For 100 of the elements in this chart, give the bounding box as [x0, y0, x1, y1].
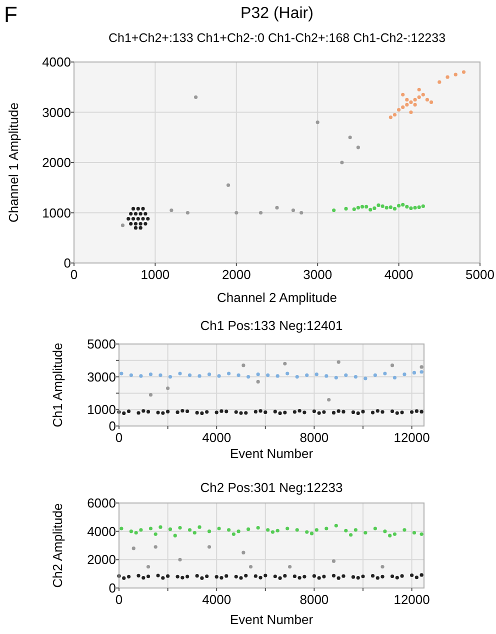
point: [120, 224, 125, 228]
point: [417, 88, 421, 92]
point: [142, 576, 146, 580]
point: [305, 530, 309, 534]
point: [336, 409, 340, 413]
point: [438, 80, 442, 84]
point: [401, 92, 405, 96]
x-tick-label: 2000: [222, 267, 251, 282]
x-tick-label: 4000: [202, 430, 232, 445]
point: [392, 376, 397, 380]
point: [192, 530, 196, 535]
point: [195, 410, 199, 415]
point: [332, 559, 336, 563]
point: [136, 206, 140, 211]
point: [148, 393, 153, 397]
point: [344, 206, 348, 211]
point: [332, 208, 336, 212]
chart-title: Ch2 Pos:301 Neg:12233: [200, 480, 343, 495]
point: [372, 206, 376, 210]
point: [142, 409, 146, 413]
point: [278, 576, 282, 580]
point: [388, 534, 392, 538]
point: [244, 411, 248, 415]
point: [392, 532, 397, 536]
point: [286, 372, 290, 376]
point: [198, 374, 202, 378]
point: [246, 375, 250, 379]
point: [227, 528, 231, 532]
x-tick-label: 12000: [394, 592, 430, 607]
point: [158, 525, 162, 529]
point: [383, 530, 387, 534]
point: [148, 526, 153, 530]
point: [273, 410, 277, 414]
point: [214, 410, 218, 414]
point: [334, 524, 338, 528]
point: [276, 528, 280, 532]
point: [322, 574, 326, 578]
point: [131, 216, 136, 221]
point: [332, 410, 336, 415]
point: [246, 527, 250, 532]
point: [234, 574, 238, 578]
point: [264, 410, 268, 414]
y-axis-title: Ch1 Amplitude: [50, 342, 65, 428]
point: [144, 212, 148, 216]
text: F: [4, 2, 18, 27]
point: [170, 208, 174, 212]
point: [256, 380, 260, 384]
point: [349, 533, 353, 537]
chart-title: P32 (Hair): [240, 5, 314, 22]
point: [314, 528, 318, 532]
point: [414, 409, 418, 413]
point: [405, 204, 409, 209]
point: [360, 204, 364, 209]
y-tick-label: 2000: [42, 155, 71, 170]
point: [395, 411, 399, 415]
point: [198, 525, 202, 529]
x-tick-label: 5000: [466, 267, 494, 282]
point: [295, 528, 299, 532]
point: [188, 373, 192, 377]
point: [220, 409, 224, 413]
x-tick-label: 1000: [140, 267, 170, 282]
point: [136, 216, 140, 221]
point: [336, 360, 340, 364]
point: [334, 376, 338, 380]
point: [244, 574, 248, 578]
point: [462, 70, 466, 74]
point: [186, 409, 190, 414]
point: [390, 409, 394, 414]
point: [322, 410, 326, 414]
point: [234, 410, 238, 414]
point: [384, 206, 388, 210]
point: [373, 373, 377, 377]
point: [392, 112, 397, 117]
point: [348, 136, 352, 140]
point: [380, 564, 384, 569]
point: [342, 410, 346, 414]
y-tick-label: 3000: [42, 104, 71, 120]
point: [388, 115, 392, 120]
point: [298, 408, 302, 413]
point: [156, 574, 160, 578]
point: [420, 370, 424, 374]
point: [305, 373, 309, 377]
point: [344, 373, 348, 377]
point: [236, 373, 240, 377]
point: [446, 75, 450, 79]
point: [134, 226, 138, 230]
point: [141, 206, 145, 211]
point: [236, 530, 240, 534]
point: [354, 528, 358, 532]
point: [420, 410, 424, 414]
point: [351, 575, 356, 579]
point: [146, 564, 150, 569]
point: [344, 528, 348, 532]
point: [148, 372, 153, 376]
y-tick-label: 0: [108, 580, 116, 596]
point: [154, 532, 158, 536]
point: [239, 576, 243, 580]
point: [317, 576, 321, 580]
point: [352, 207, 356, 212]
point: [283, 574, 287, 578]
